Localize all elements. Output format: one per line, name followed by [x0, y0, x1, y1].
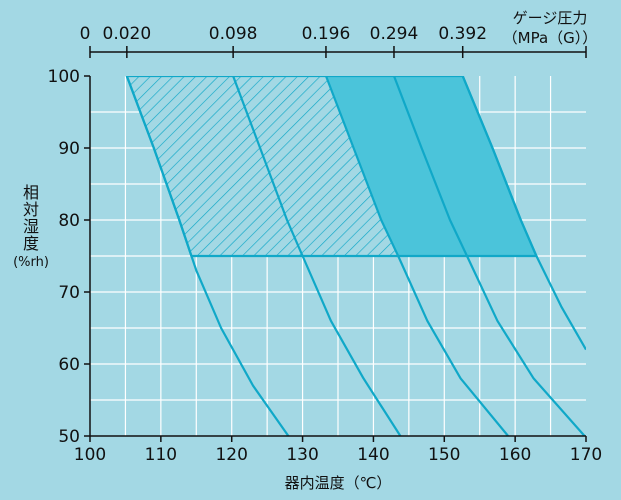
y-tick-label: 70 — [58, 283, 80, 303]
series-line-5 — [461, 76, 586, 351]
y-tick-label: 50 — [58, 427, 80, 447]
top-tick-label: 0.294 — [370, 24, 419, 44]
x-tick-label: 100 — [74, 445, 106, 465]
y-tick-label: 60 — [58, 355, 80, 375]
y-axis-label-part: 相 — [23, 183, 39, 202]
top-tick-label: 0.098 — [209, 24, 258, 44]
y-tick-label: 90 — [58, 139, 80, 159]
x-tick-label: 130 — [286, 445, 318, 465]
x-tick-label: 160 — [499, 445, 531, 465]
top-axis-label-line2: （MPa（G）） — [503, 29, 598, 47]
hatched-region — [126, 76, 399, 256]
x-axis-label: 器内温度（℃） — [285, 474, 392, 492]
x-tick-label: 110 — [145, 445, 177, 465]
top-tick-label: 0 — [80, 24, 91, 44]
series-line-3 — [324, 76, 509, 436]
series-line-2 — [232, 76, 402, 436]
y-axis-label-part: 対 — [23, 200, 39, 219]
series-line-1 — [125, 76, 290, 436]
top-tick-label: 0.020 — [103, 24, 152, 44]
y-axis-label-part: (%rh) — [13, 255, 49, 270]
y-tick-label: 100 — [48, 67, 80, 87]
x-tick-label: 120 — [215, 445, 247, 465]
y-axis-label-part: 度 — [23, 234, 39, 253]
x-tick-label: 140 — [357, 445, 389, 465]
top-tick-label: 0.392 — [438, 24, 487, 44]
labels: 50 60 70 80 90 100 100 110 120 130 140 150 160 170 0 0.… — [13, 24, 602, 465]
axes — [84, 46, 587, 442]
y-axis-label-part: 湿 — [23, 217, 39, 236]
x-tick-label: 150 — [428, 445, 460, 465]
series-line-4 — [392, 76, 586, 436]
top-axis-label-line1: ゲージ圧力 — [513, 9, 588, 27]
y-tick-label: 80 — [58, 211, 80, 231]
top-tick-label: 0.196 — [302, 24, 351, 44]
x-tick-label: 170 — [570, 445, 602, 465]
curves — [125, 76, 586, 436]
